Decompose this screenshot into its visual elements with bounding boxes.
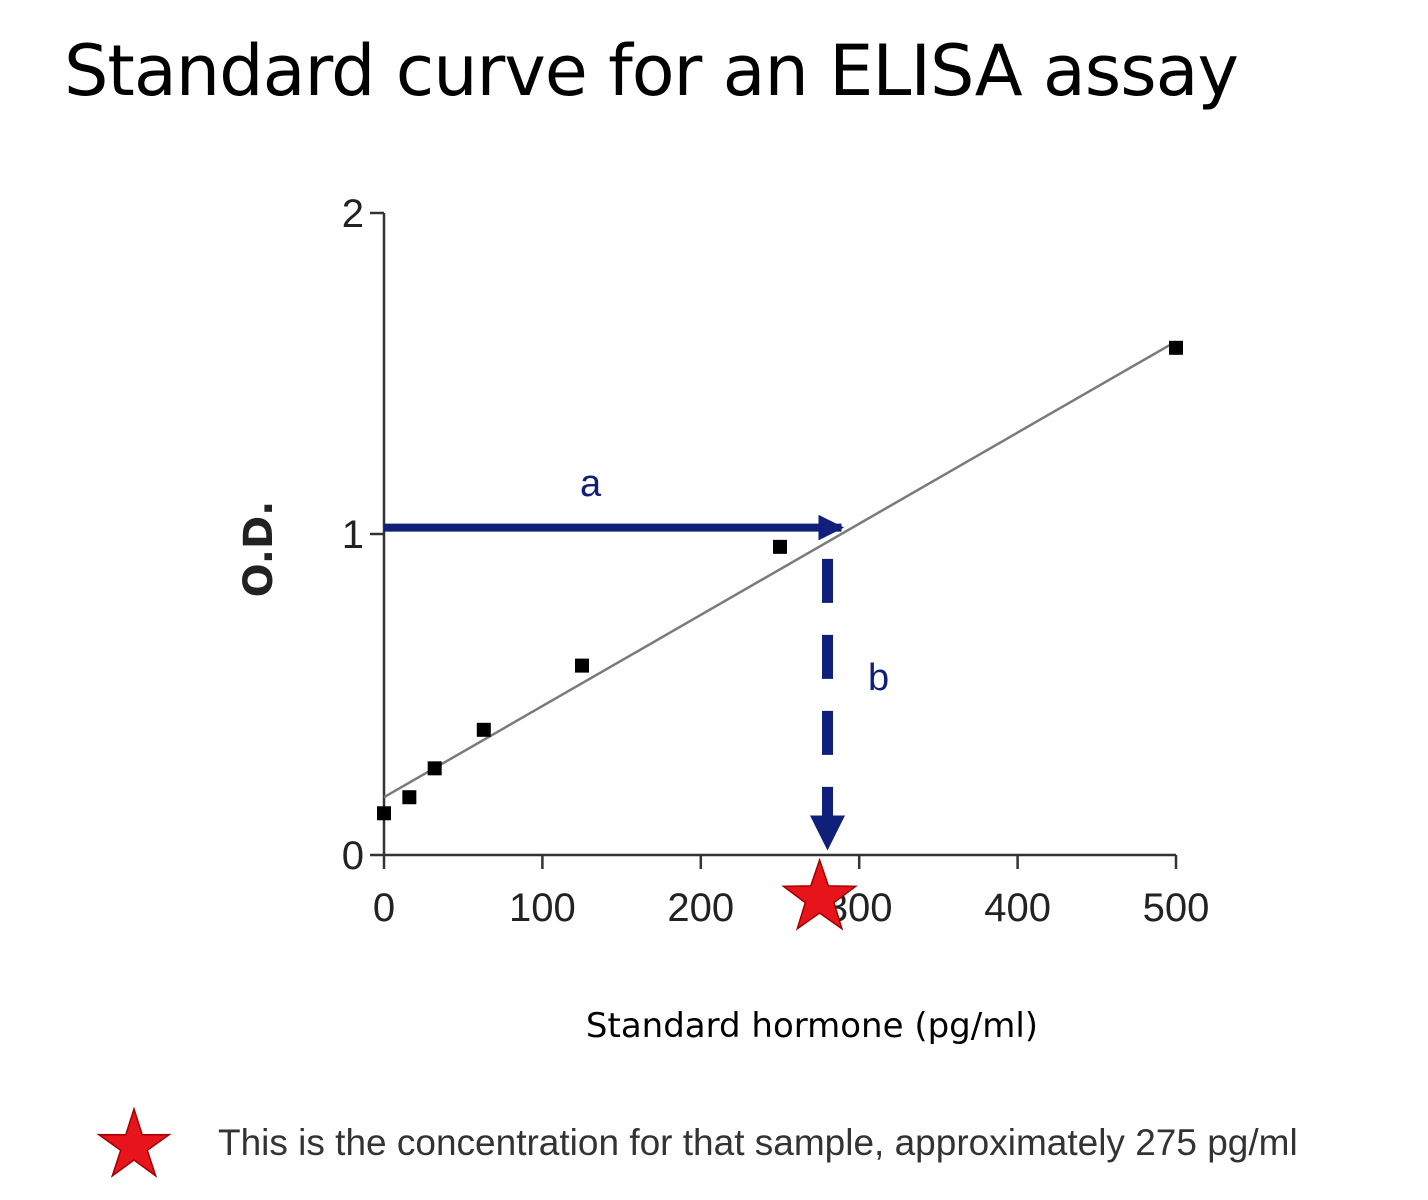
x-tick-label: 100 xyxy=(509,886,576,930)
x-tick-label: 400 xyxy=(984,886,1051,930)
data-point xyxy=(402,790,417,805)
y-ticks: 0 1 2 xyxy=(342,192,384,878)
y-tick-label: 1 xyxy=(342,513,364,557)
data-point xyxy=(1169,340,1183,355)
data-points xyxy=(377,340,1183,821)
x-tick-label: 0 xyxy=(373,886,395,930)
y-axis-label: O.D. xyxy=(236,501,282,598)
data-point xyxy=(575,658,589,673)
x-ticks: 0 100 200 300 400 500 xyxy=(373,855,1210,930)
red-star-icon xyxy=(96,1106,172,1178)
y-tick-label: 0 xyxy=(342,834,364,878)
data-point xyxy=(427,761,442,776)
arrow-b-label: b xyxy=(868,657,889,699)
data-point xyxy=(377,806,391,821)
note-text: This is the concentration for that sampl… xyxy=(218,1122,1298,1163)
data-point xyxy=(773,539,787,554)
fit-line xyxy=(383,340,1177,799)
data-point xyxy=(476,722,491,737)
arrow-a-label: a xyxy=(580,463,602,505)
y-tick-label: 2 xyxy=(342,192,364,236)
x-axis-label: Standard hormone (pg/ml) xyxy=(586,1006,1038,1046)
x-tick-label: 200 xyxy=(667,886,734,930)
sample-star-icon xyxy=(781,857,858,931)
x-tick-label: 500 xyxy=(1143,886,1210,930)
elisa-standard-curve-chart: 012 0 100 200 300 400 500 a b O.D. Standard h… xyxy=(236,192,1210,1046)
slide-title: Standard curve for an ELISA assay xyxy=(64,30,1239,112)
